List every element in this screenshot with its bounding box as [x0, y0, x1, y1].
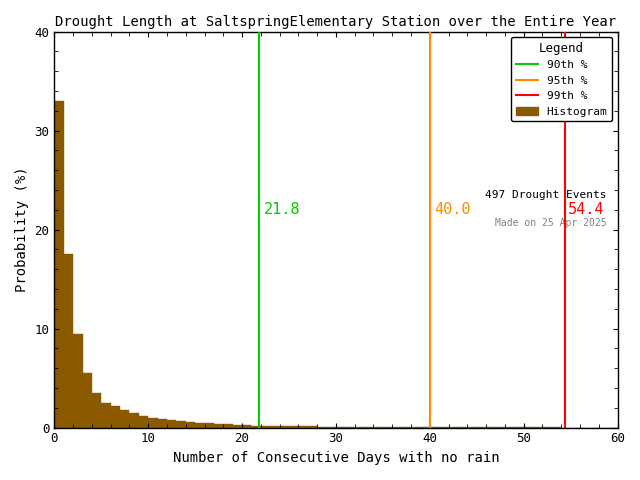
Bar: [430, 427, 439, 428]
Bar: [402, 427, 411, 428]
Bar: [223, 424, 233, 428]
Bar: [289, 426, 298, 428]
Bar: [214, 424, 223, 428]
Bar: [346, 427, 355, 428]
Text: 40.0: 40.0: [435, 202, 471, 217]
Bar: [374, 427, 383, 428]
Legend: 90th %, 95th %, 99th %, Histogram: 90th %, 95th %, 99th %, Histogram: [511, 37, 612, 121]
Bar: [420, 427, 430, 428]
Bar: [186, 421, 195, 428]
Bar: [252, 426, 261, 428]
Bar: [139, 416, 148, 428]
Bar: [364, 427, 374, 428]
Bar: [129, 413, 139, 428]
Bar: [242, 425, 252, 428]
Y-axis label: Probability (%): Probability (%): [15, 167, 29, 292]
Text: 21.8: 21.8: [264, 202, 300, 217]
Bar: [392, 427, 402, 428]
Bar: [64, 254, 73, 428]
Bar: [326, 427, 336, 428]
Bar: [317, 427, 326, 428]
Text: 54.4: 54.4: [568, 202, 604, 217]
Bar: [73, 334, 83, 428]
Bar: [298, 426, 308, 428]
Bar: [54, 101, 64, 428]
Bar: [411, 427, 420, 428]
Bar: [177, 420, 186, 428]
Bar: [280, 426, 289, 428]
Bar: [101, 403, 111, 428]
Bar: [157, 419, 167, 428]
Bar: [383, 427, 392, 428]
Text: 497 Drought Events: 497 Drought Events: [484, 190, 606, 200]
Title: Drought Length at SaltspringElementary Station over the Entire Year: Drought Length at SaltspringElementary S…: [56, 15, 616, 29]
Bar: [308, 426, 317, 428]
Bar: [261, 426, 270, 428]
Text: Made on 25 Apr 2025: Made on 25 Apr 2025: [495, 218, 606, 228]
Bar: [336, 427, 346, 428]
Bar: [355, 427, 364, 428]
Bar: [92, 393, 101, 428]
Bar: [111, 406, 120, 428]
Bar: [205, 422, 214, 428]
Bar: [120, 410, 129, 428]
Bar: [195, 422, 205, 428]
X-axis label: Number of Consecutive Days with no rain: Number of Consecutive Days with no rain: [173, 451, 499, 465]
Bar: [167, 420, 177, 428]
Bar: [233, 425, 242, 428]
Bar: [83, 373, 92, 428]
Bar: [270, 426, 280, 428]
Bar: [148, 418, 157, 428]
